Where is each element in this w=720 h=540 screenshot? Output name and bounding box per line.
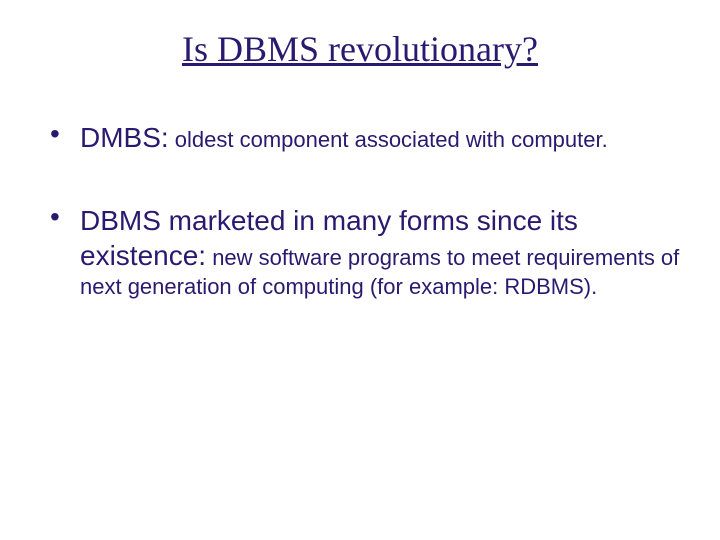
list-item: DMBS: oldest component associated with c… bbox=[46, 120, 680, 155]
bullet-list: DMBS: oldest component associated with c… bbox=[40, 120, 680, 301]
slide-title: Is DBMS revolutionary? bbox=[40, 28, 680, 70]
slide: Is DBMS revolutionary? DMBS: oldest comp… bbox=[0, 0, 720, 540]
list-item: DBMS marketed in many forms since its ex… bbox=[46, 203, 680, 301]
bullet-body: oldest component associated with compute… bbox=[169, 127, 608, 152]
bullet-lead: DMBS: bbox=[80, 122, 169, 153]
